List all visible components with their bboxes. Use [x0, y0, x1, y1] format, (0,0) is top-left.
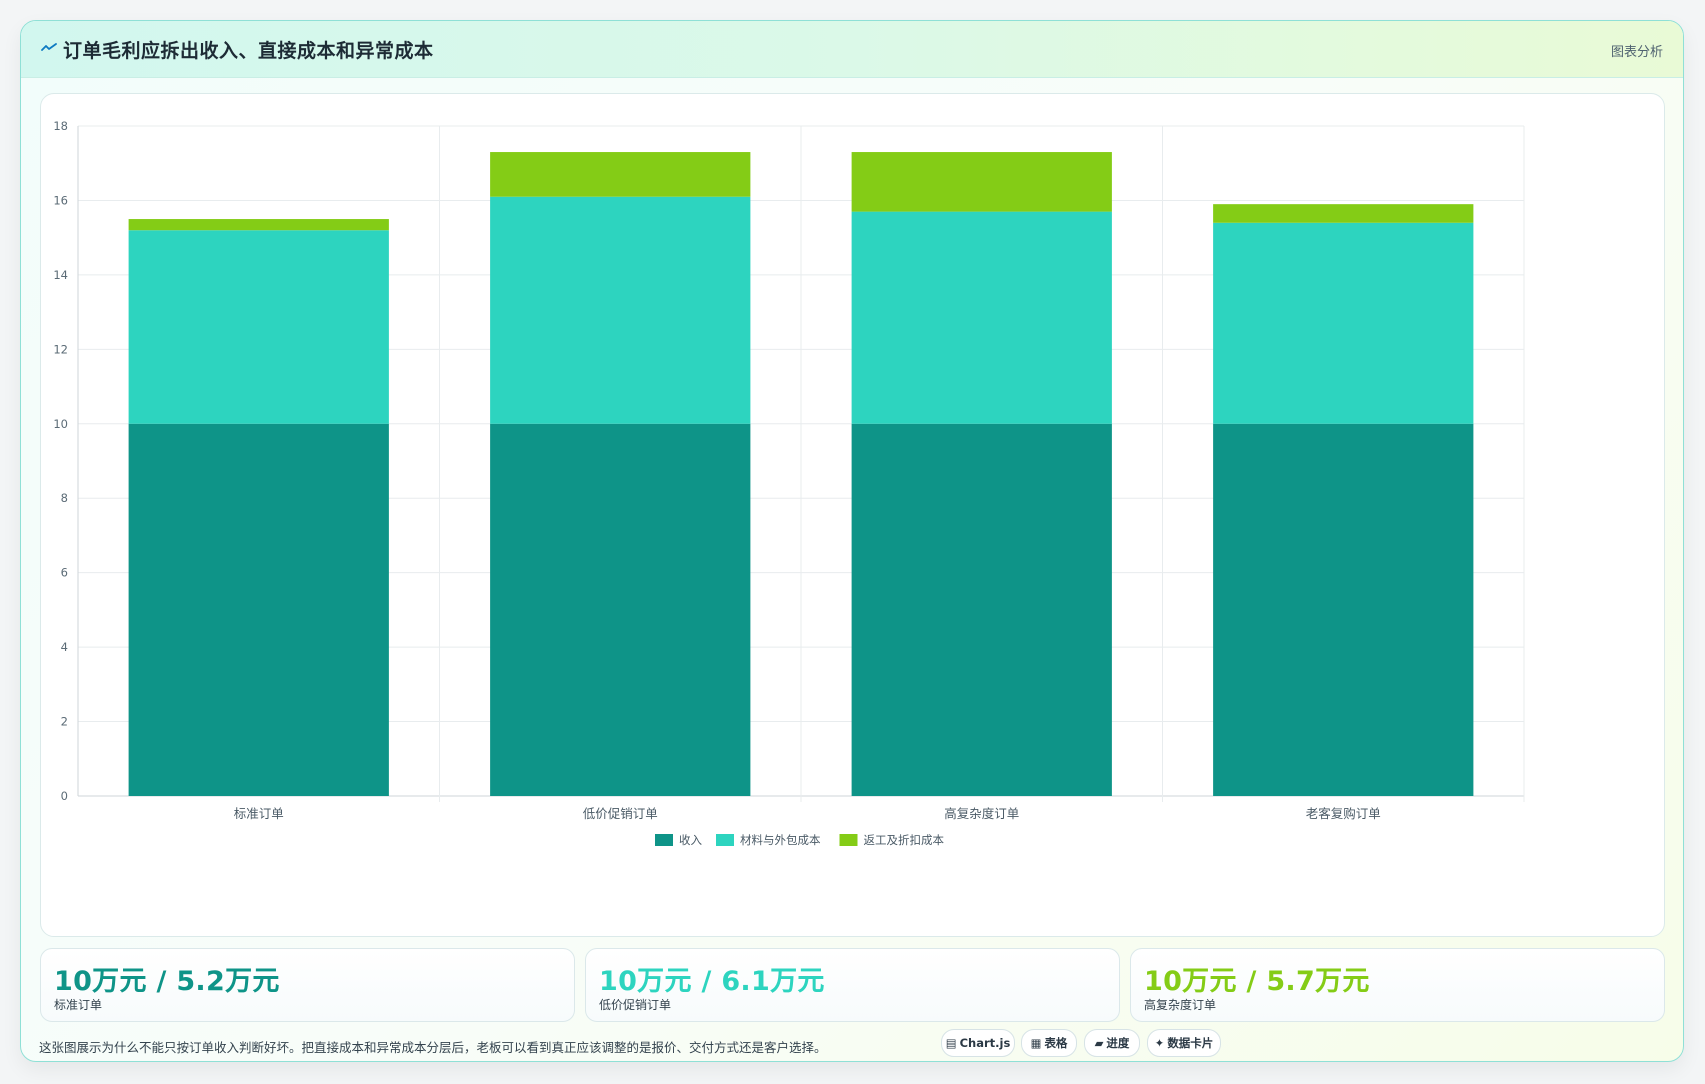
y-tick-label: 16	[53, 193, 68, 207]
y-tick-label: 6	[61, 566, 68, 580]
y-tick-label: 14	[53, 268, 68, 282]
y-tick-label: 2	[61, 715, 68, 729]
stat-card-standard: 10万元 / 5.2万元 标准订单	[40, 948, 575, 1022]
sparkle-icon: ✦	[1154, 1036, 1165, 1050]
y-tick-label: 0	[61, 789, 68, 803]
bar-segment	[490, 152, 751, 197]
chart-note: 这张图展示为什么不能只按订单收入判断好坏。把直接成本和异常成本分层后，老板可以看…	[39, 1040, 827, 1055]
stat-label: 低价促销订单	[599, 998, 672, 1012]
bar-segment	[1213, 204, 1474, 223]
table-icon: ▦	[1030, 1036, 1042, 1050]
pill-data-card[interactable]: ✦ 数据卡片	[1147, 1029, 1221, 1057]
bar-segment	[851, 423, 1112, 796]
x-tick-label: 标准订单	[234, 806, 284, 821]
bar-segment	[490, 423, 751, 796]
pill-label: Chart.js	[959, 1036, 1011, 1050]
pill-label: 进度	[1106, 1036, 1130, 1050]
bar-segment	[1213, 222, 1474, 424]
bar-segment	[1213, 423, 1474, 796]
x-tick-label: 高复杂度订单	[944, 806, 1019, 821]
y-tick-label: 18	[53, 119, 68, 133]
stat-card-complex: 10万元 / 5.7万元 高复杂度订单	[1130, 948, 1665, 1022]
y-tick-label: 12	[53, 342, 68, 356]
stat-card-promo: 10万元 / 6.1万元 低价促销订单	[585, 948, 1120, 1022]
bar-segment	[128, 219, 389, 231]
progress-icon: ▰	[1094, 1036, 1104, 1050]
stat-value: 10万元 / 5.7万元	[1144, 966, 1370, 997]
x-tick-label: 老客复购订单	[1306, 806, 1381, 821]
bar-segment	[490, 196, 751, 424]
legend-swatch	[655, 834, 673, 846]
chart-line-icon	[41, 43, 57, 51]
stat-label: 高复杂度订单	[1144, 998, 1217, 1012]
chart-analysis-tag: 图表分析	[1610, 45, 1663, 60]
stat-label: 标准订单	[54, 998, 103, 1012]
pill-progress[interactable]: ▰ 进度	[1084, 1029, 1140, 1057]
chart-panel: 0 2 4 6 8 10 12 14 16 18 标准订单 低价促销订单 高复杂度订单 老客复购订单收入 材…	[40, 93, 1665, 937]
chart-icon: ▤	[945, 1036, 957, 1050]
y-tick-label: 8	[61, 491, 68, 505]
bar-segment	[128, 423, 389, 796]
bar-segment	[128, 230, 389, 424]
bar-segment	[851, 152, 1112, 212]
pill-label: 数据卡片	[1167, 1036, 1214, 1050]
stat-value: 10万元 / 5.2万元	[54, 966, 280, 997]
legend-swatch	[716, 834, 734, 846]
bar-segment	[851, 211, 1112, 424]
pill-label: 表格	[1044, 1036, 1068, 1050]
page-title: 订单毛利应拆出收入、直接成本和异常成本	[63, 40, 434, 62]
card-header: 订单毛利应拆出收入、直接成本和异常成本 图表分析	[21, 21, 1683, 78]
x-tick-label: 低价促销订单	[583, 806, 658, 821]
legend-swatch	[839, 834, 858, 846]
legend-label: 收入	[679, 833, 702, 847]
pill-chartjs[interactable]: ▤ Chart.js	[941, 1029, 1015, 1057]
pill-table[interactable]: ▦ 表格	[1021, 1029, 1077, 1057]
y-tick-label: 4	[61, 640, 68, 654]
legend-label: 材料与外包成本	[740, 833, 821, 847]
stat-value: 10万元 / 6.1万元	[599, 966, 825, 997]
chart-card: 订单毛利应拆出收入、直接成本和异常成本 图表分析 0 2 4 6 8 10 12 14 16 18…	[20, 20, 1684, 1062]
legend-label: 返工及折扣成本	[864, 833, 945, 847]
y-tick-label: 10	[53, 417, 68, 431]
